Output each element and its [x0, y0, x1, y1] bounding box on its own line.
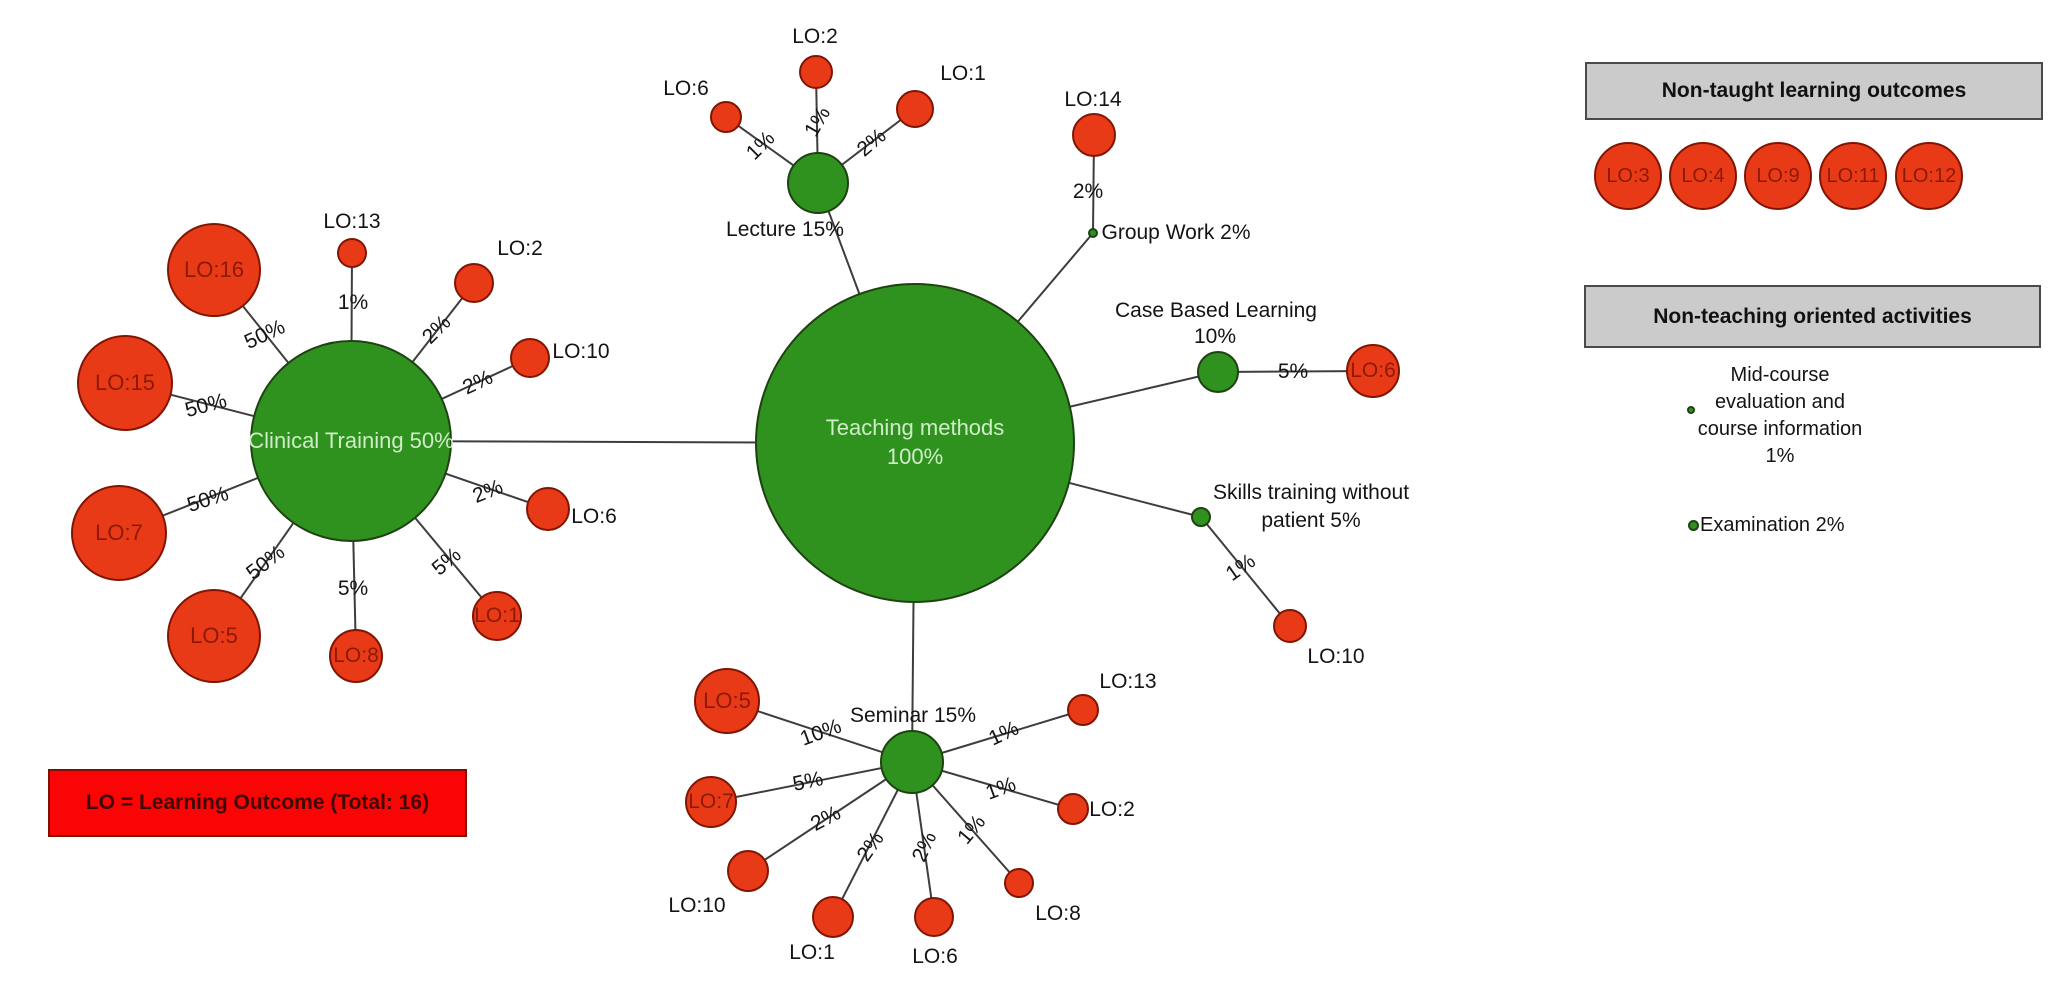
lecture-node — [787, 152, 849, 214]
note-text: LO = Learning Outcome (Total: 16) — [85, 791, 430, 814]
teaching-methods-title: Teaching methods — [825, 415, 1005, 441]
mid-course-pct: 1% — [1765, 445, 1795, 467]
edge-label: 1% — [337, 291, 369, 314]
seminar-label: Seminar 15% — [849, 704, 977, 727]
satellite-node-lo2 — [799, 55, 833, 89]
satellite-label: LO:6 — [912, 945, 958, 968]
mid-course-dot — [1687, 406, 1695, 414]
satellite-label: LO:13 — [1099, 670, 1157, 693]
satellite-label: LO:10 — [552, 340, 610, 363]
note-box: LO = Learning Outcome (Total: 16) — [48, 769, 467, 837]
satellite-node-lo2 — [1057, 793, 1089, 825]
satellite-label: LO:2 — [1089, 798, 1135, 821]
edge-label: 5% — [337, 577, 369, 600]
seminar-node — [880, 730, 944, 794]
teaching-methods-label: Teaching methods 100% — [826, 414, 1005, 471]
skills-training-label-line1: Skills training without — [1212, 481, 1410, 504]
satellite-node-lo8: LO:8 — [329, 629, 383, 683]
skills-training-label: Skills training without patient 5% — [1201, 479, 1421, 535]
satellite-node-lo1 — [896, 90, 934, 128]
satellite-node-lo13 — [1067, 694, 1099, 726]
satellite-node-lo7: LO:7 — [71, 485, 167, 581]
satellite-node-lo7: LO:7 — [685, 776, 737, 828]
examination-label: Examination 2% — [1700, 514, 1845, 536]
satellite-label: LO:6 — [663, 77, 709, 100]
legend-non-teaching-box: Non-teaching oriented activities — [1584, 285, 2041, 348]
legend-item-lo4: LO:4 — [1669, 142, 1737, 210]
satellite-label: LO:10 — [668, 894, 726, 917]
satellite-label: LO:10 — [1307, 645, 1365, 668]
group-work-node — [1088, 228, 1098, 238]
group-work-label: Group Work 2% — [1101, 221, 1251, 244]
satellite-label: LO:1 — [789, 941, 835, 964]
satellite-node-lo13 — [337, 238, 367, 268]
satellite-node-lo6 — [710, 101, 742, 133]
satellite-node-lo5: LO:5 — [167, 589, 261, 683]
legend-item-lo3: LO:3 — [1594, 142, 1662, 210]
satellite-label: LO:13 — [323, 210, 381, 233]
satellite-node-lo10 — [1273, 609, 1307, 643]
satellite-node-lo6 — [914, 897, 954, 937]
teaching-methods-pct: 100% — [886, 444, 944, 469]
satellite-node-lo6 — [526, 487, 570, 531]
satellite-label: LO:14 — [1064, 88, 1122, 111]
satellite-node-lo10 — [727, 850, 769, 892]
clinical-training-label: Clinical Training 50% — [248, 427, 454, 453]
mid-course-line1: Mid-course — [1730, 364, 1830, 386]
satellite-label: LO:2 — [792, 25, 838, 48]
satellite-node-lo1 — [812, 896, 854, 938]
satellite-node-lo1: LO:1 — [472, 591, 522, 641]
case-based-learning-label: Case Based Learning — [1115, 299, 1317, 322]
case-based-learning-pct: 10% — [1193, 325, 1237, 348]
mid-course-line2: evaluation and — [1714, 391, 1846, 413]
satellite-node-lo16: LO:16 — [167, 223, 261, 317]
examination-dot — [1688, 520, 1699, 531]
satellite-node-lo14 — [1072, 113, 1116, 157]
satellite-label: LO:8 — [1035, 902, 1081, 925]
edge-label: 5% — [1277, 360, 1309, 383]
satellite-node-lo8 — [1004, 868, 1034, 898]
teaching-methods-node: Teaching methods 100% — [755, 283, 1075, 603]
case-based-learning-node — [1197, 351, 1239, 393]
legend-item-lo12: LO:12 — [1895, 142, 1963, 210]
legend-item-lo11: LO:11 — [1819, 142, 1887, 210]
satellite-label: LO:2 — [497, 237, 543, 260]
satellite-node-lo2 — [454, 263, 494, 303]
legend-non-taught-box: Non-taught learning outcomes — [1585, 62, 2043, 120]
satellite-label: LO:1 — [940, 62, 986, 85]
satellite-node-lo5: LO:5 — [694, 668, 760, 734]
satellite-node-lo6: LO:6 — [1346, 344, 1400, 398]
mid-course-line3: course information — [1697, 418, 1863, 440]
legend-non-teaching-title: Non-teaching oriented activities — [1653, 304, 1972, 328]
lecture-label: Lecture 15% — [726, 218, 844, 241]
legend-item-lo9: LO:9 — [1744, 142, 1812, 210]
mid-course-label: Mid-course evaluation and course informa… — [1655, 362, 1905, 470]
satellite-label: LO:6 — [571, 505, 617, 528]
satellite-node-lo10 — [510, 338, 550, 378]
skills-training-node — [1191, 507, 1211, 527]
satellite-node-lo15: LO:15 — [77, 335, 173, 431]
clinical-training-node: Clinical Training 50% — [248, 340, 454, 542]
legend-non-taught-title: Non-taught learning outcomes — [1661, 79, 1967, 102]
skills-training-label-line2: patient 5% — [1261, 509, 1361, 532]
edge-label: 2% — [1072, 180, 1104, 203]
